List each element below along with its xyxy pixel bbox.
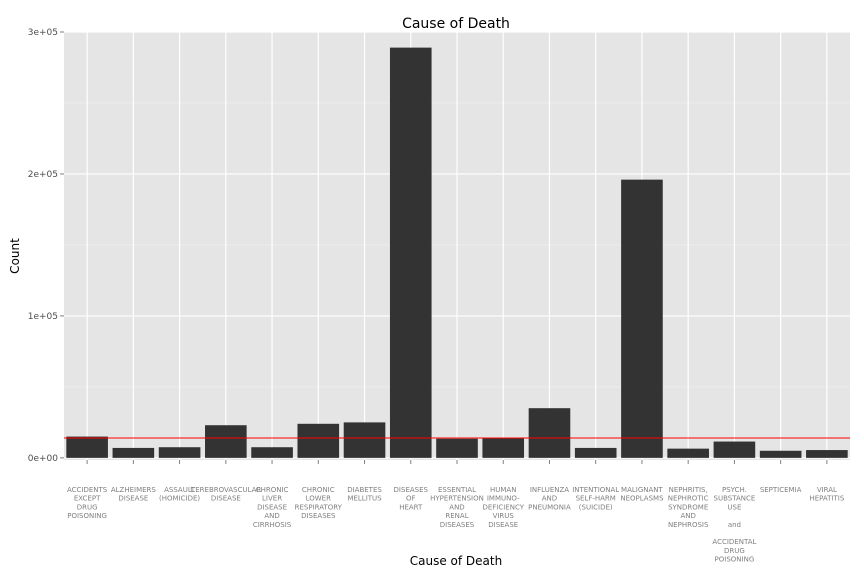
x-tick-label: ESSENTIAL HYPERTENSION AND RENAL DISEASES bbox=[430, 486, 484, 529]
bar bbox=[806, 450, 848, 458]
bar bbox=[574, 447, 617, 458]
bar bbox=[343, 422, 386, 458]
y-tick-label: 3e+05 bbox=[28, 28, 58, 38]
bar bbox=[667, 448, 709, 458]
bar bbox=[389, 47, 432, 458]
bar bbox=[112, 447, 155, 458]
x-tick-label: CHRONIC LOWER RESPIRATORY DISEASES bbox=[295, 486, 343, 520]
y-axis: 0e+00 1e+05 2e+05 3e+05 bbox=[28, 28, 64, 464]
x-tick-label: NEPHRITIS, NEPHROTIC SYNDROME AND NEPHROSIS bbox=[668, 486, 709, 529]
x-tick-label: DISEASES OF HEART bbox=[394, 486, 429, 511]
x-tick-label: PSYCH. SUBSTANCE USE and ACCIDENTAL DRUG POI… bbox=[712, 486, 756, 564]
x-tick-label: ACCIDENTS EXCEPT DRUG POISONING bbox=[67, 486, 108, 520]
x-tick-label: ALZHEIMERS DISEASE bbox=[111, 486, 157, 503]
bar bbox=[158, 447, 201, 458]
x-tick-label: INTENTIONAL SELF-HARM (SUICIDE) bbox=[572, 486, 619, 511]
x-tick-label: SEPTICEMIA bbox=[760, 486, 802, 494]
x-axis-title: Cause of Death bbox=[410, 554, 502, 568]
bar bbox=[66, 436, 108, 458]
bar bbox=[251, 447, 293, 458]
x-tick-label: CHRONIC LIVER DISEASE AND CIRRHOSIS bbox=[253, 486, 292, 529]
bar bbox=[759, 450, 802, 458]
x-tick-label: MALIGNANT NEOPLASMS bbox=[620, 486, 664, 503]
bar bbox=[297, 423, 340, 458]
y-tick-label: 2e+05 bbox=[28, 170, 58, 180]
x-tick-label: DIABETES MELLITUS bbox=[347, 486, 382, 503]
bar bbox=[528, 408, 571, 458]
x-tick-label: ASSAULT (HOMICIDE) bbox=[159, 486, 200, 503]
bars bbox=[66, 47, 848, 458]
chart-title: Cause of Death bbox=[402, 16, 510, 32]
bar bbox=[436, 438, 478, 458]
x-tick-label: INFLUENZA AND PNEUMONIA bbox=[528, 486, 571, 511]
x-tick-label: CEREBROVASCULAR DISEASE bbox=[190, 486, 261, 503]
y-tick-label: 0e+00 bbox=[28, 454, 59, 464]
bar bbox=[205, 425, 247, 458]
bar bbox=[621, 179, 663, 458]
bar bbox=[713, 441, 756, 458]
y-tick-label: 1e+05 bbox=[28, 312, 58, 322]
bar bbox=[482, 437, 525, 458]
x-tick-label: HUMAN IMMUNO-DEFICIENCY VIRUS DISEASE bbox=[482, 486, 524, 529]
y-axis-title: Count bbox=[8, 238, 22, 274]
x-tick-label: VIRAL HEPATITIS bbox=[809, 486, 844, 503]
